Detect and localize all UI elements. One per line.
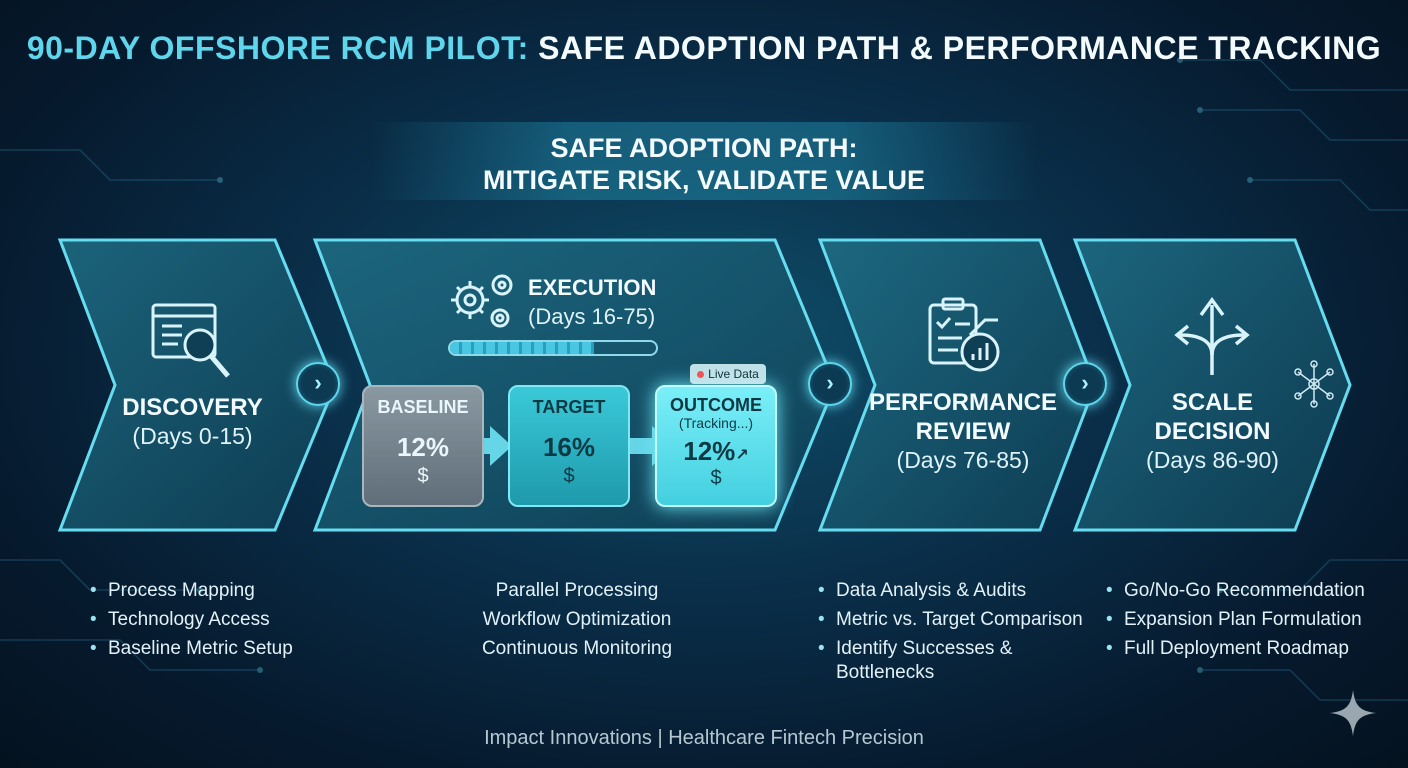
sparkle-icon (1330, 690, 1376, 736)
next-arrow-2[interactable]: › (808, 362, 852, 406)
list-item: Parallel Processing (495, 580, 659, 601)
next-arrow-1[interactable]: › (296, 362, 340, 406)
live-data-badge: Live Data (690, 364, 766, 384)
review-chevron (817, 238, 1097, 532)
next-arrow-3[interactable]: › (1063, 362, 1107, 406)
list-item: Technology Access (90, 605, 320, 634)
list-item: Full Deployment Roadmap (1106, 634, 1376, 663)
progress-fill (450, 342, 595, 354)
list-item: Workflow Optimization (482, 609, 672, 630)
outcome-label: OUTCOME (670, 395, 762, 415)
list-item: Identify Successes & Bottlenecks (818, 637, 1026, 685)
stage-days: (Days 0-15) (132, 423, 253, 449)
list-item: Data Analysis & Audits (818, 576, 1088, 605)
stage-days: (Days 16-75) (528, 304, 656, 329)
baseline-label: BASELINE (377, 397, 469, 417)
outcome-value: 12%↗ (683, 436, 749, 466)
stage-name: DISCOVERY (122, 394, 263, 421)
branching-arrows-icon (1174, 297, 1250, 375)
target-value: 16% (542, 432, 596, 462)
banner-line-2: MITIGATE RISK, VALIDATE VALUE (483, 165, 925, 195)
banner-line-1: SAFE ADOPTION PATH: (550, 133, 858, 163)
trend-up-icon: ↗ (735, 447, 749, 464)
stage-execution: EXECUTION (Days 16-75) (528, 273, 708, 331)
scale-bullets: Go/No-Go Recommendation Expansion Plan F… (1106, 576, 1376, 663)
scale-chevron (1072, 238, 1352, 532)
baseline-value: 12% (396, 432, 450, 462)
list-item: Metric vs. Target Comparison (818, 605, 1088, 634)
stage-name-line1: PERFORMANCE (868, 389, 1057, 416)
coins-icon: $ (710, 467, 722, 489)
discovery-bullets: Process Mapping Technology Access Baseli… (90, 576, 320, 663)
stage-name-line2: DECISION (1154, 418, 1271, 445)
review-bullets: Data Analysis & Audits Metric vs. Target… (818, 576, 1088, 685)
stage-name-line2: REVIEW (915, 418, 1011, 445)
magnifier-document-icon (151, 303, 230, 378)
list-item: Continuous Monitoring (481, 638, 673, 659)
live-dot-icon (697, 371, 705, 379)
target-box: TARGET 16% $ (508, 385, 630, 507)
execution-bullets: Parallel Processing Workflow Optimizatio… (462, 576, 692, 663)
list-item: Process Mapping (90, 576, 320, 605)
footer-credit: Impact Innovations | Healthcare Fintech … (484, 727, 924, 749)
stage-name: EXECUTION (528, 275, 657, 300)
coins-icon: $ (417, 465, 429, 487)
clipboard-chart-icon (928, 297, 1000, 372)
list-item: Go/No-Go Recommendation (1106, 576, 1376, 605)
outcome-box: OUTCOME (Tracking...) 12%↗ $ (655, 385, 777, 507)
stage-name-line1: SCALE (1171, 389, 1254, 416)
stage-scale-decision: SCALE DECISION (Days 86-90) (1130, 388, 1295, 475)
execution-progress-bar (448, 340, 658, 356)
stage-days: (Days 76-85) (896, 447, 1030, 473)
outcome-sub: (Tracking...) (678, 415, 754, 431)
list-item: Baseline Metric Setup (90, 634, 320, 663)
stage-performance-review: PERFORMANCE REVIEW (Days 76-85) (868, 388, 1058, 475)
list-item: Expansion Plan Formulation (1106, 605, 1376, 634)
stage-discovery: DISCOVERY (Days 0-15) (105, 393, 280, 451)
coins-icon: $ (563, 465, 575, 487)
baseline-box: BASELINE 12% $ (362, 385, 484, 507)
target-label: TARGET (532, 397, 606, 417)
network-icon (1294, 360, 1334, 408)
stage-days: (Days 86-90) (1146, 447, 1279, 473)
discovery-chevron (57, 238, 337, 532)
page-title: 90-DAY OFFSHORE RCM PILOT: SAFE ADOPTION… (26, 30, 1382, 66)
gears-icon (451, 274, 513, 328)
safe-adoption-banner: SAFE ADOPTION PATH: MITIGATE RISK, VALID… (370, 122, 1038, 200)
